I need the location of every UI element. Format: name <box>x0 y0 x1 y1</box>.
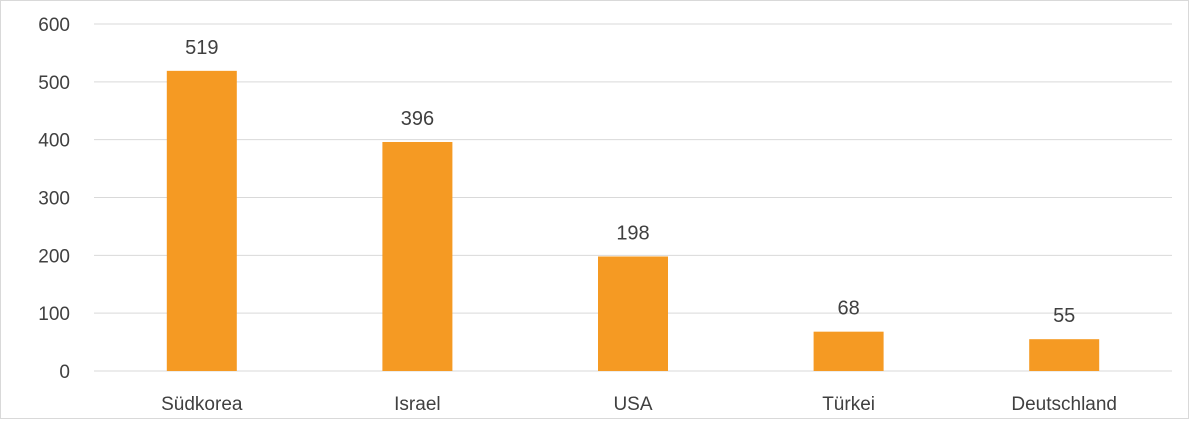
y-tick-label: 100 <box>38 304 70 325</box>
y-tick-label: 0 <box>59 362 70 383</box>
data-label: 396 <box>401 108 434 130</box>
bar-usa <box>598 256 668 371</box>
bar-südkorea <box>166 70 237 371</box>
data-label: 55 <box>1053 305 1075 327</box>
x-category-label: Israel <box>394 394 440 415</box>
bar-türkei <box>813 331 884 371</box>
data-label: 519 <box>185 37 218 59</box>
bar-israel <box>382 141 453 371</box>
x-axis-category-labels: Südkorea Israel USA Türkei Deutschland <box>161 394 1117 415</box>
x-category-label: Deutschland <box>1011 394 1117 415</box>
data-labels: 519 396 198 68 55 <box>185 37 1075 327</box>
y-axis-tick-labels: 0 100 200 300 400 500 600 <box>38 15 70 383</box>
x-category-label: Türkei <box>822 394 875 415</box>
y-tick-label: 300 <box>38 189 70 210</box>
y-tick-label: 600 <box>38 15 70 36</box>
y-tick-label: 400 <box>38 131 70 152</box>
data-label: 68 <box>837 298 859 320</box>
gridlines <box>94 23 1172 372</box>
y-tick-label: 200 <box>38 246 70 267</box>
bars <box>166 70 1100 371</box>
x-category-label: Südkorea <box>161 394 243 415</box>
data-label: 198 <box>616 222 649 244</box>
x-category-label: USA <box>613 394 652 415</box>
y-tick-label: 500 <box>38 73 70 94</box>
bar-deutschland <box>1029 339 1100 371</box>
